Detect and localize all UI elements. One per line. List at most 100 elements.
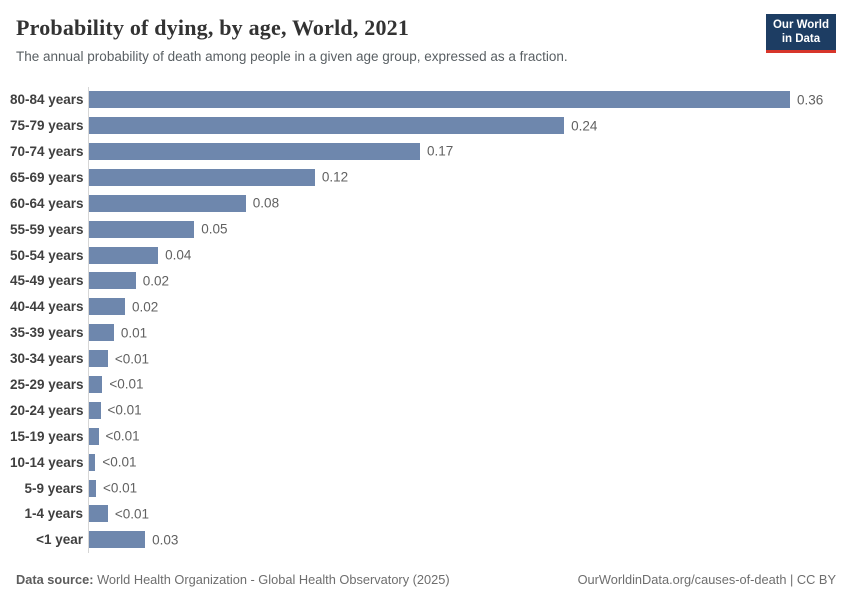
- owid-logo-line1: Our World: [772, 19, 829, 31]
- bar-row: 30-34 years <0.01: [10, 345, 836, 372]
- bar-area: 0.02: [88, 267, 836, 294]
- bar[interactable]: [89, 298, 125, 316]
- bar-row: 75-79 years 0.24: [10, 112, 836, 139]
- value-label: <0.01: [102, 454, 137, 470]
- bar-area: 0.24: [88, 112, 836, 139]
- category-label: 25-29 years: [10, 376, 84, 392]
- bar-area: 0.12: [88, 164, 836, 191]
- page-title: Probability of dying, by age, World, 202…: [16, 15, 410, 40]
- bar[interactable]: [89, 505, 108, 523]
- bar-row: 1-4 years <0.01: [10, 500, 836, 527]
- bar[interactable]: [89, 324, 114, 342]
- category-label: 15-19 years: [10, 428, 84, 444]
- bar-row: 10-14 years <0.01: [10, 449, 836, 476]
- bar-row: 50-54 years 0.04: [10, 242, 836, 268]
- bar-area: <0.01: [88, 397, 836, 424]
- value-label: 0.17: [427, 143, 454, 159]
- bar-rows: 80-84 years 0.36 75-79 years 0.24 70-74 year…: [10, 86, 836, 553]
- bar-area: 0.17: [88, 138, 836, 165]
- bar-row: 25-29 years <0.01: [10, 371, 836, 398]
- bar-row: 55-59 years 0.05: [10, 216, 836, 243]
- value-label: 0.24: [571, 118, 598, 134]
- bar[interactable]: [89, 168, 315, 186]
- data-source-label: Data source:: [16, 572, 94, 587]
- bar-row: 40-44 years 0.02: [10, 293, 836, 320]
- bar-row: 15-19 years <0.01: [10, 423, 836, 450]
- bar-area: 0.01: [88, 319, 836, 346]
- category-label: 1-4 years: [24, 506, 83, 522]
- bar-area: 0.08: [88, 190, 836, 217]
- bar[interactable]: [89, 220, 195, 238]
- category-label: 65-69 years: [10, 169, 84, 185]
- bar-area: 0.05: [88, 216, 836, 243]
- bar-area: 0.04: [88, 242, 836, 268]
- chart-footer: Data source: World Health Organization -…: [16, 572, 836, 587]
- bar-row: 45-49 years 0.02: [10, 267, 836, 294]
- category-label: <1 year: [36, 532, 83, 548]
- bar[interactable]: [89, 531, 146, 549]
- bar[interactable]: [89, 142, 420, 160]
- value-label: <0.01: [114, 351, 150, 367]
- category-label: 55-59 years: [10, 221, 84, 237]
- bar[interactable]: [89, 246, 159, 264]
- category-label: 60-64 years: [10, 195, 84, 211]
- value-label: <0.01: [107, 402, 142, 418]
- bar-area: <0.01: [88, 500, 836, 527]
- owid-logo[interactable]: Our World in Data: [765, 14, 836, 53]
- category-label: 20-24 years: [10, 402, 84, 418]
- value-label: <0.01: [103, 480, 138, 496]
- owid-logo-line2: in Data: [781, 33, 821, 46]
- bar-area: <0.01: [88, 371, 836, 398]
- category-label: 5-9 years: [24, 480, 83, 496]
- data-source: Data source: World Health Organization -…: [16, 572, 450, 587]
- bar-area: <0.01: [88, 345, 836, 372]
- bar-row: 80-84 years 0.36: [10, 86, 836, 113]
- value-label: <0.01: [114, 506, 150, 522]
- value-label: 0.01: [120, 325, 148, 341]
- value-label: 0.08: [252, 195, 280, 211]
- category-label: 35-39 years: [10, 325, 84, 341]
- value-label: 0.12: [321, 169, 349, 185]
- bar-area: <0.01: [88, 449, 836, 476]
- bar[interactable]: [89, 375, 103, 393]
- bar-chart: 80-84 years 0.36 75-79 years 0.24 70-74 year…: [10, 86, 836, 553]
- category-label: 50-54 years: [10, 247, 84, 263]
- bar-area: <0.01: [88, 423, 836, 450]
- value-label: 0.02: [132, 299, 159, 315]
- bar-row: 60-64 years 0.08: [10, 190, 836, 217]
- bar[interactable]: [89, 117, 565, 135]
- bar-row: 35-39 years 0.01: [10, 319, 836, 346]
- value-label: 0.36: [797, 92, 824, 108]
- bar[interactable]: [89, 194, 246, 212]
- bar[interactable]: [89, 350, 108, 368]
- bar[interactable]: [89, 427, 99, 445]
- value-label: 0.03: [152, 532, 179, 548]
- bar[interactable]: [89, 479, 96, 497]
- value-label: 0.04: [165, 247, 192, 263]
- category-label: 70-74 years: [10, 143, 84, 159]
- bar[interactable]: [89, 453, 96, 471]
- bar[interactable]: [89, 272, 136, 290]
- value-label: 0.02: [142, 273, 169, 289]
- data-source-text: World Health Organization - Global Healt…: [93, 572, 450, 587]
- chart-header: Probability of dying, by age, World, 202…: [16, 14, 836, 66]
- category-label: 40-44 years: [10, 299, 84, 315]
- bar-row: <1 year 0.03: [10, 526, 836, 553]
- bar-row: 5-9 years <0.01: [10, 475, 836, 501]
- bar[interactable]: [89, 401, 101, 419]
- bar-row: 65-69 years 0.12: [10, 164, 836, 191]
- bar[interactable]: [89, 91, 790, 109]
- credit-link[interactable]: OurWorldinData.org/causes-of-death | CC …: [577, 572, 836, 587]
- category-label: 45-49 years: [10, 273, 84, 289]
- category-label: 75-79 years: [10, 118, 84, 134]
- category-label: 30-34 years: [10, 351, 84, 367]
- bar-area: 0.36: [88, 86, 836, 113]
- bar-area: 0.02: [88, 293, 836, 320]
- bar-row: 20-24 years <0.01: [10, 397, 836, 424]
- bar-area: 0.03: [88, 526, 836, 553]
- bar-row: 70-74 years 0.17: [10, 138, 836, 165]
- bar-area: <0.01: [88, 475, 836, 501]
- chart-subtitle: The annual probability of death among pe…: [16, 48, 568, 64]
- value-label: 0.05: [201, 221, 228, 237]
